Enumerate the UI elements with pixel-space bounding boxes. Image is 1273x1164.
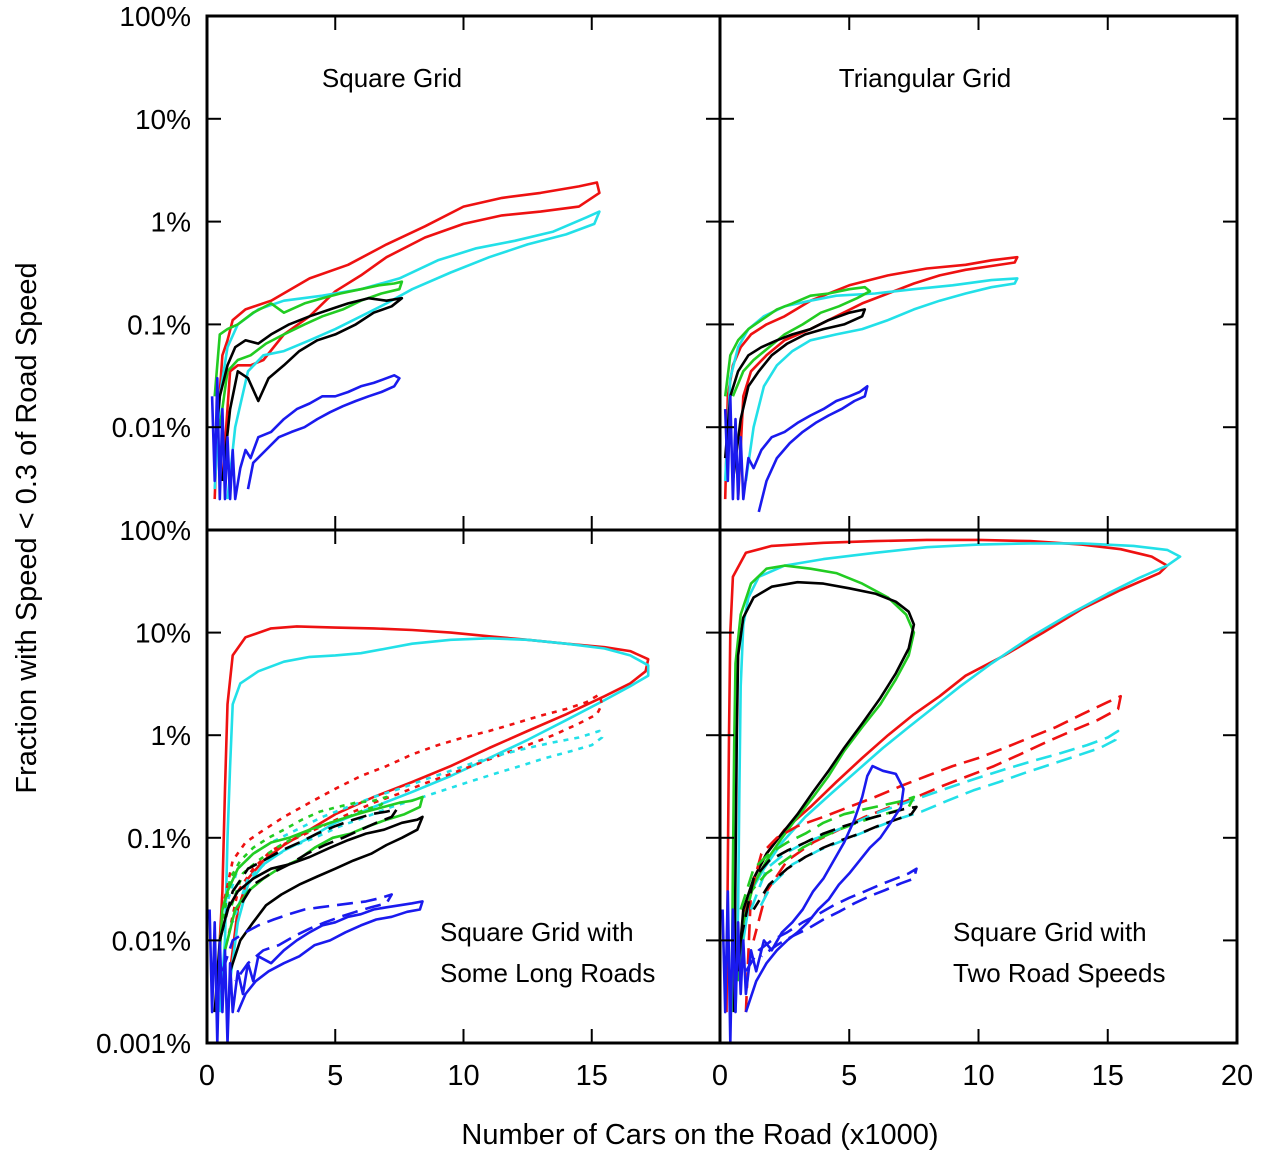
x-axis-label: Number of Cars on the Road (x1000) (461, 1119, 938, 1151)
y-tick-label-top-1: 10% (135, 104, 191, 135)
x-tick-label-right-1: 5 (841, 1060, 857, 1092)
series-line-bottom_right-red-solid-0 (725, 538, 1169, 1013)
x-tick-label-right-2: 10 (962, 1060, 994, 1092)
y-tick-label-bottom-3: 0.1% (127, 823, 191, 854)
panel-title-top_right: Triangular Grid (839, 63, 1011, 93)
panel-title-bottom_right-line-2: Two Road Speeds (953, 958, 1165, 988)
series-line-bottom_left-cyan-solid-1 (218, 637, 650, 1013)
frame-layer (205, 14, 1239, 1045)
panel-title-bottom_right-line-1: Square Grid with (953, 917, 1147, 947)
series-line-bottom_right-cyan-solid-1 (734, 542, 1182, 1013)
series-line-top_right-cyan-solid-1 (723, 277, 1019, 482)
y-tick-label-bottom-5: 0.001% (96, 1028, 191, 1059)
panel-top_right-series (723, 255, 1019, 513)
x-tick-label-left-0: 0 (199, 1060, 215, 1092)
y-tick-label-top-3: 0.1% (127, 309, 191, 340)
panel-top_left-series (210, 181, 601, 501)
series-line-top_right-red-solid-0 (723, 255, 1019, 500)
panel-title-top_left: Square Grid (322, 63, 462, 93)
series-line-bottom_left-cyan-dot-3 (223, 729, 604, 923)
series-line-bottom_right-black-solid-3 (732, 580, 916, 1013)
series-line-bottom_left-blue-dash-9 (221, 893, 393, 982)
text-layer: Fraction with Speed < 0.3 of Road Speed … (11, 1, 1253, 1151)
y-tick-label-top-0: 100% (119, 1, 191, 32)
panel-bottom_left-series (208, 625, 650, 1043)
panel-frame-top_right (718, 14, 1239, 532)
y-axis-label: Fraction with Speed < 0.3 of Road Speed (11, 262, 43, 793)
series-line-bottom_right-green-solid-2 (730, 564, 916, 1013)
series-line-top_left-black-solid-3 (213, 296, 404, 482)
panel-title-bottom_left-line-1: Square Grid with (440, 917, 634, 947)
y-tick-label-bottom-0: 100% (119, 515, 191, 546)
x-tick-label-right-3: 15 (1092, 1060, 1124, 1092)
series-line-bottom_right-blue-dash-9 (744, 867, 918, 972)
y-tick-label-bottom-4: 0.01% (112, 925, 191, 956)
panel-bottom_right-series (721, 538, 1182, 1043)
series-line-bottom_right-cyan-dash-5 (749, 729, 1120, 911)
series-line-top_left-cyan-solid-1 (213, 210, 601, 500)
y-tick-label-bottom-1: 10% (135, 618, 191, 649)
panel-title-bottom_left-line-2: Some Long Roads (440, 958, 655, 988)
series-line-bottom_left-green-dot-5 (218, 795, 388, 941)
series-line-bottom_right-green-dash-6 (739, 795, 916, 910)
series-line-bottom_left-red-dot-2 (221, 693, 604, 941)
y-tick-label-top-4: 0.01% (112, 412, 191, 443)
series-line-top_right-green-solid-2 (723, 285, 872, 397)
x-tick-label-right-0: 0 (712, 1060, 728, 1092)
y-tick-label-top-2: 1% (151, 207, 191, 238)
x-tick-label-left-1: 5 (327, 1060, 343, 1092)
series-line-top_left-blue-solid-4 (210, 374, 401, 501)
series-line-bottom_right-black-dash-7 (739, 805, 918, 941)
series-line-bottom_left-red-solid-0 (216, 625, 650, 1013)
series-line-bottom_right-blue-solid-8 (721, 764, 905, 1043)
x-tick-label-right-4: 20 (1221, 1060, 1253, 1092)
y-tick-label-bottom-2: 1% (151, 720, 191, 751)
series-line-top_right-blue-solid-4 (723, 385, 869, 513)
x-tick-label-left-3: 15 (576, 1060, 608, 1092)
x-tick-label-left-2: 10 (447, 1060, 479, 1092)
panel-frame-top_left (205, 14, 722, 532)
series-line-bottom_left-black-solid-6 (213, 815, 424, 1013)
series-line-top_left-green-solid-2 (213, 280, 404, 428)
series-line-bottom_left-black-dash-7 (218, 807, 399, 941)
data-layer (208, 181, 1182, 1043)
series-line-bottom_left-blue-solid-8 (208, 900, 424, 1043)
series-line-top_right-black-solid-3 (723, 308, 867, 482)
